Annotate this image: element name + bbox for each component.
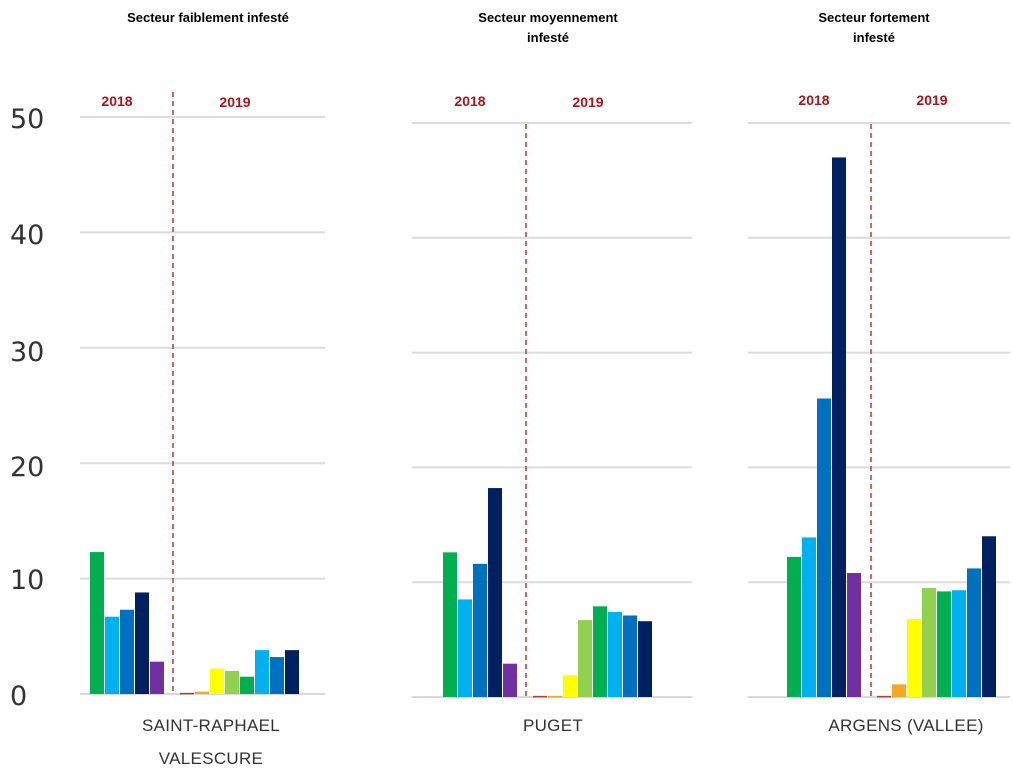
- bar-2018: [105, 616, 119, 694]
- y-tick-label: 40: [10, 220, 44, 251]
- year-label-2018: 2018: [798, 92, 829, 108]
- bar-2018: [120, 609, 134, 694]
- y-tick-label: 10: [10, 565, 44, 596]
- bar-2019: [952, 590, 966, 697]
- bar-2018: [90, 552, 104, 694]
- panel-title: infesté: [527, 30, 569, 45]
- bar-2018: [150, 661, 164, 694]
- year-label-2018: 2018: [454, 93, 485, 109]
- y-tick-label: 50: [10, 104, 44, 135]
- y-tick-label: 0: [10, 681, 27, 712]
- bar-2019: [180, 692, 194, 695]
- bar-2019: [563, 675, 577, 697]
- bar-2018: [503, 663, 517, 697]
- bar-2018: [817, 398, 831, 697]
- bar-2019: [533, 695, 547, 698]
- bar-2018: [443, 552, 457, 697]
- bar-2019: [967, 568, 981, 697]
- bar-2018: [458, 599, 472, 697]
- bar-2019: [877, 695, 891, 698]
- bar-2019: [270, 657, 284, 694]
- bar-2019: [892, 684, 906, 697]
- bar-2019: [195, 691, 209, 694]
- category-label: ARGENS (VALLEE): [828, 716, 983, 735]
- bar-2018: [488, 488, 502, 697]
- year-label-2019: 2019: [219, 94, 250, 110]
- bar-2019: [578, 620, 592, 697]
- year-label-2019: 2019: [572, 94, 603, 110]
- y-tick-label: 30: [10, 337, 44, 368]
- bar-2019: [240, 676, 254, 694]
- bar-2018: [473, 563, 487, 697]
- panel-title: Secteur faiblement infesté: [127, 10, 289, 25]
- panel-title: Secteur moyennement: [478, 10, 618, 25]
- bar-2019: [982, 536, 996, 697]
- bar-2019: [608, 612, 622, 697]
- bar-2019: [623, 615, 637, 697]
- category-label: VALESCURE: [159, 749, 263, 768]
- bar-2019: [255, 650, 269, 694]
- bar-2019: [548, 695, 562, 698]
- bar-2019: [210, 668, 224, 694]
- bar-2019: [937, 591, 951, 697]
- category-label: SAINT-RAPHAEL: [142, 716, 280, 735]
- bar-2019: [593, 606, 607, 697]
- year-label-2019: 2019: [916, 92, 947, 108]
- year-label-2018: 2018: [101, 93, 132, 109]
- bar-2019: [225, 670, 239, 694]
- bar-2019: [285, 650, 299, 694]
- y-tick-label: 20: [10, 452, 44, 483]
- bar-2019: [922, 587, 936, 697]
- bar-2018: [832, 157, 846, 697]
- bar-2018: [847, 573, 861, 697]
- bar-2018: [135, 592, 149, 694]
- panel-title: Secteur fortement: [818, 10, 930, 25]
- bar-2019: [638, 621, 652, 697]
- category-label: PUGET: [523, 716, 583, 735]
- bar-2018: [802, 537, 816, 697]
- panel-title: infesté: [853, 30, 895, 45]
- bar-2018: [787, 556, 801, 697]
- bar-2019: [907, 618, 921, 697]
